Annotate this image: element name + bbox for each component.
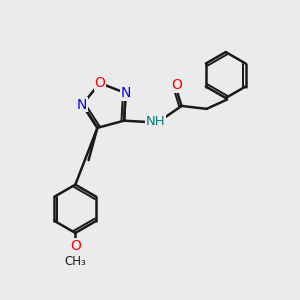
Text: O: O <box>94 76 105 90</box>
Text: CH₃: CH₃ <box>64 255 86 268</box>
Text: O: O <box>171 78 182 92</box>
Text: N: N <box>77 98 88 112</box>
Text: NH: NH <box>146 115 166 128</box>
Text: N: N <box>120 86 131 100</box>
Text: O: O <box>70 239 81 253</box>
